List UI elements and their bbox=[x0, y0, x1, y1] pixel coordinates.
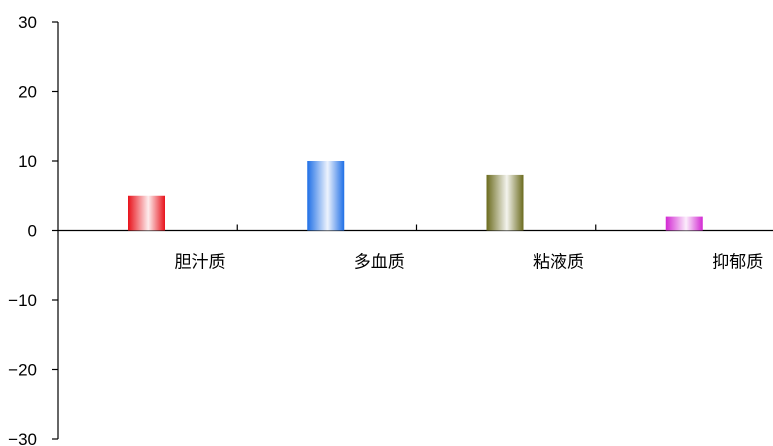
y-tick-label: 20 bbox=[18, 83, 37, 102]
bar-2 bbox=[307, 161, 345, 231]
chart-bars bbox=[128, 161, 703, 231]
bar-1 bbox=[128, 195, 165, 231]
y-tick-label: −30 bbox=[8, 430, 37, 446]
y-tick-label: 10 bbox=[18, 152, 37, 171]
bar-3 bbox=[486, 174, 524, 231]
y-tick-label: −10 bbox=[8, 291, 37, 310]
category-labels: 胆汁质 多血质 粘液质 抑郁质 bbox=[175, 253, 764, 273]
chart-axes bbox=[52, 21, 773, 440]
y-tick-labels: 30 20 10 0 −10 −20 −30 bbox=[8, 13, 37, 446]
bar-4 bbox=[665, 216, 703, 231]
y-tick-label: −20 bbox=[8, 361, 37, 380]
category-label: 多血质 bbox=[354, 253, 405, 273]
category-label: 粘液质 bbox=[533, 253, 584, 273]
category-label: 抑郁质 bbox=[712, 253, 763, 273]
category-label: 胆汁质 bbox=[175, 253, 226, 273]
y-tick-label: 30 bbox=[18, 13, 37, 32]
y-tick-label: 0 bbox=[28, 222, 37, 241]
